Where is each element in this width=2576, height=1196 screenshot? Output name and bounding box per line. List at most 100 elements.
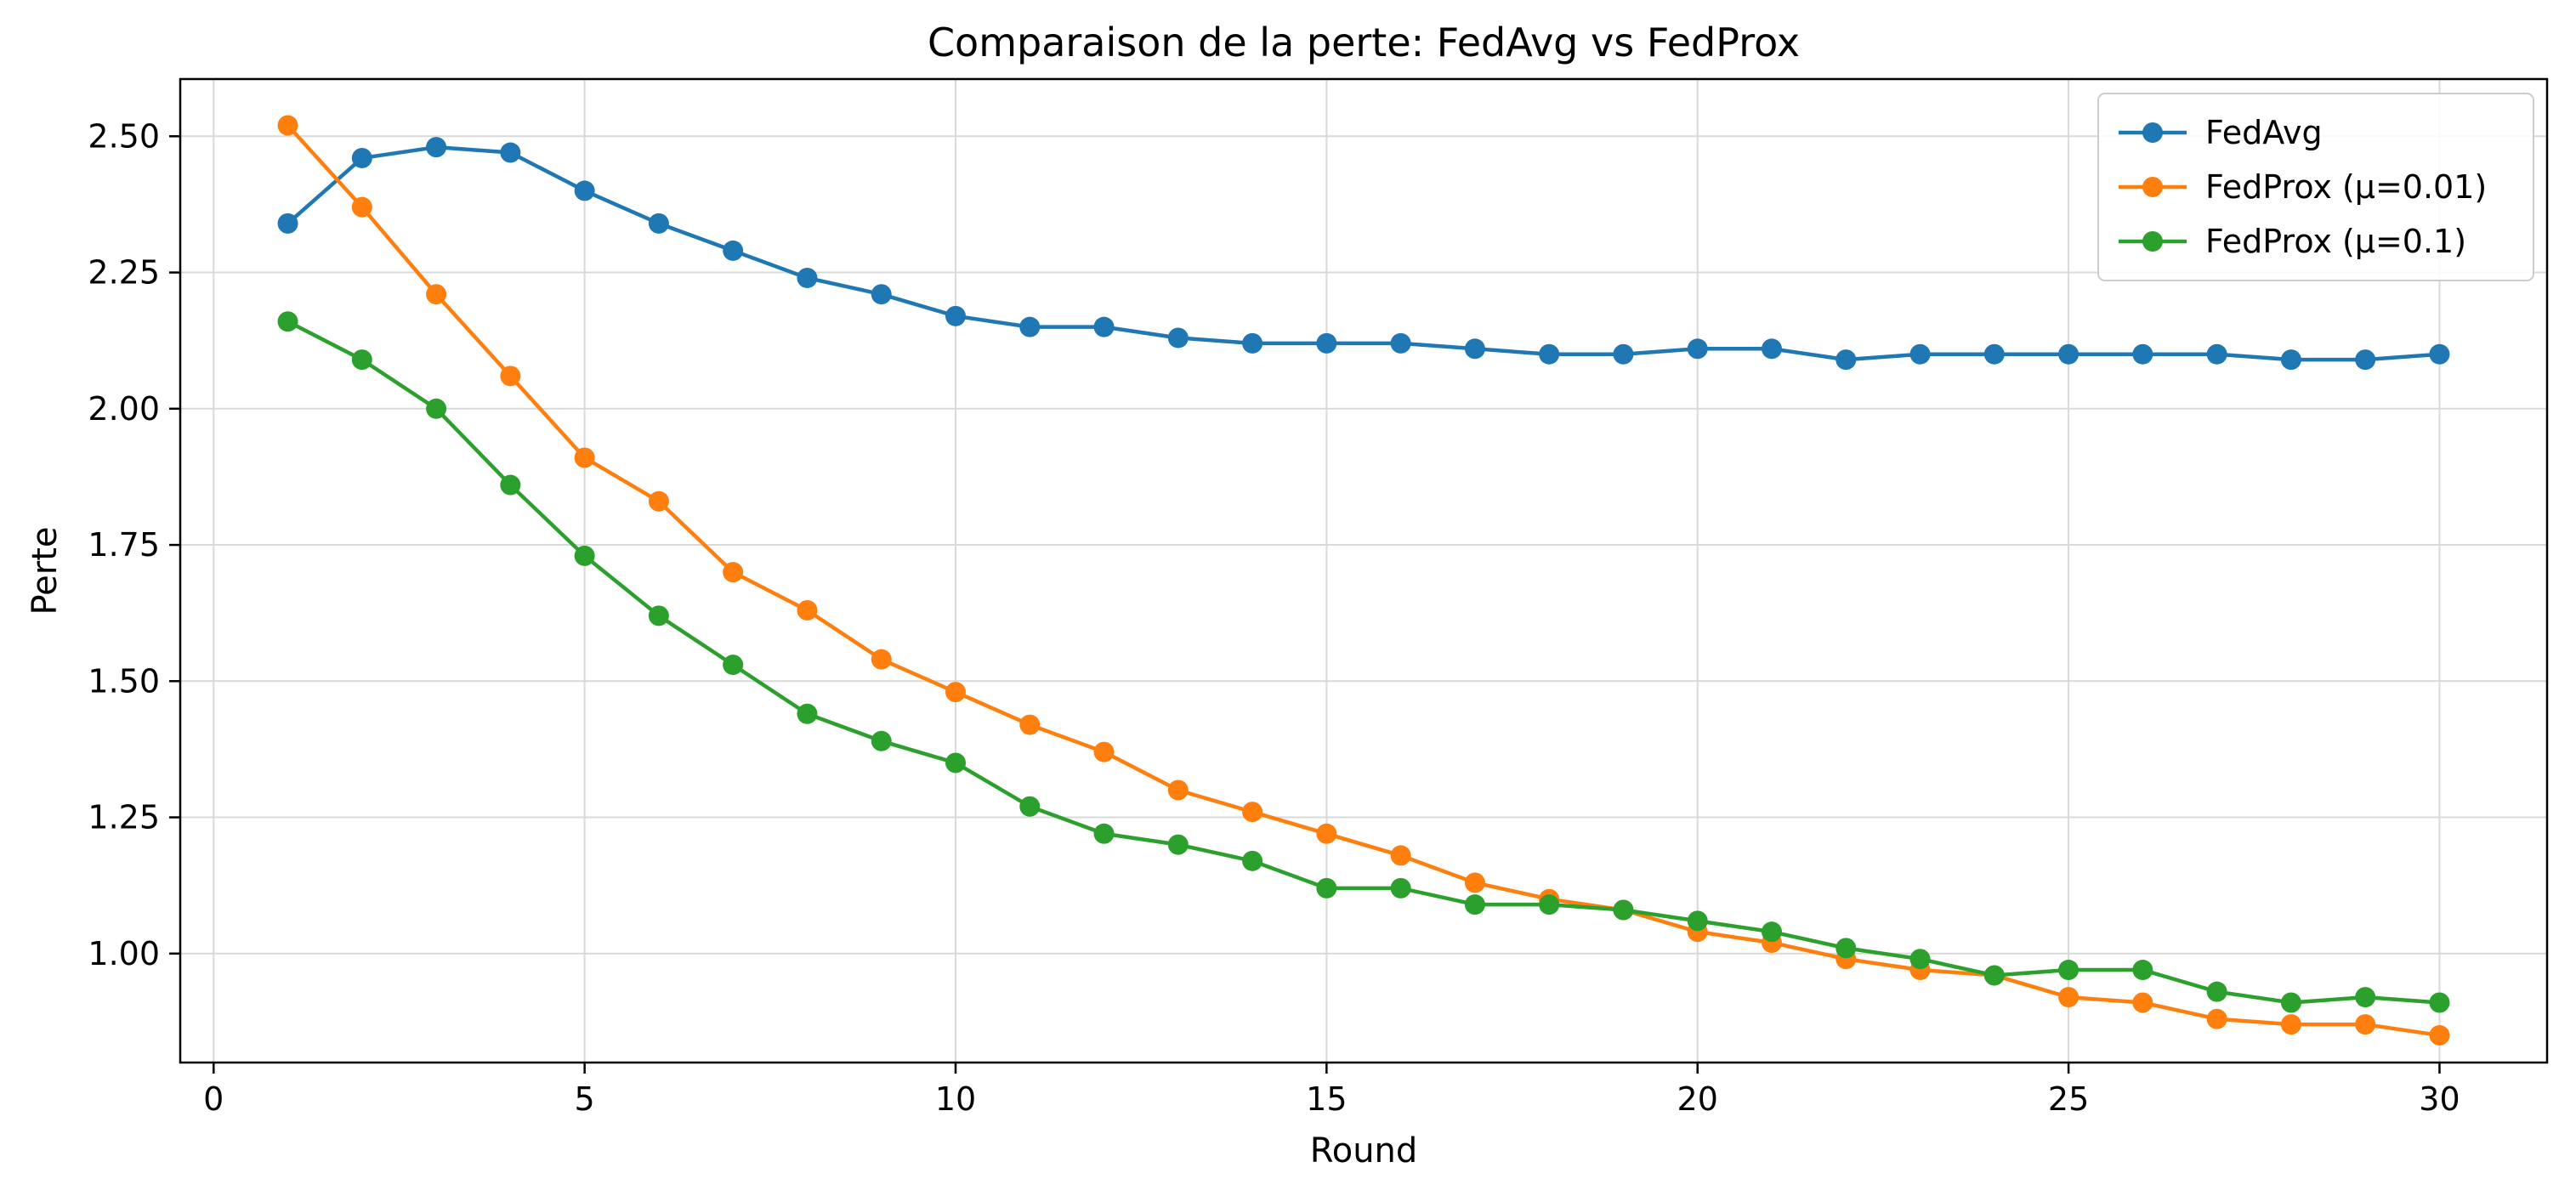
x-tick-label: 25	[2048, 1080, 2089, 1118]
x-axis-label: Round	[1310, 1131, 1418, 1170]
data-point	[945, 752, 966, 774]
data-point	[648, 605, 669, 626]
x-tick-label: 5	[575, 1080, 595, 1118]
data-point	[426, 137, 447, 158]
data-point	[1019, 714, 1041, 735]
data-point	[1316, 332, 1337, 354]
data-point	[2058, 343, 2080, 365]
chart-title: Comparaison de la perte: FedAvg vs FedPr…	[928, 20, 1800, 65]
data-point	[1167, 834, 1189, 855]
data-point	[277, 213, 298, 234]
data-point	[1836, 938, 1857, 959]
legend-marker	[2142, 122, 2163, 143]
data-point	[797, 599, 818, 621]
data-point	[2132, 992, 2153, 1013]
data-point	[2280, 1014, 2301, 1035]
data-point	[723, 562, 744, 583]
x-tick-label: 0	[203, 1080, 224, 1118]
data-point	[1019, 316, 1041, 337]
data-point	[1390, 877, 1411, 898]
data-point	[1983, 965, 2005, 986]
data-point	[1464, 338, 1485, 360]
data-point	[1167, 327, 1189, 349]
data-point	[648, 213, 669, 234]
data-point	[723, 655, 744, 676]
data-point	[1464, 872, 1485, 893]
data-point	[1539, 343, 1560, 365]
legend: FedAvg FedProx (μ=0.01) FedProx (μ=0.1)	[2097, 93, 2534, 281]
data-point	[1983, 343, 2005, 365]
data-point	[723, 240, 744, 261]
data-point	[2058, 960, 2080, 981]
legend-item: FedProx (μ=0.1)	[2119, 223, 2466, 260]
data-point	[648, 490, 669, 512]
data-point	[1762, 921, 1782, 943]
data-point	[1019, 796, 1041, 817]
legend-item: FedProx (μ=0.01)	[2119, 168, 2487, 206]
data-point	[871, 730, 892, 751]
series-layer	[277, 115, 2450, 1046]
series-line	[286, 123, 2440, 1038]
data-point	[2355, 349, 2376, 371]
y-tick-label: 1.00	[88, 935, 160, 972]
data-point	[574, 447, 595, 468]
y-tick-label: 2.25	[88, 254, 160, 292]
data-point	[277, 115, 298, 136]
data-point	[351, 196, 372, 218]
data-point	[1093, 741, 1115, 762]
data-point	[1613, 899, 1634, 921]
data-point	[500, 366, 521, 387]
axes-frame	[179, 77, 2549, 1064]
data-point	[351, 147, 372, 168]
data-point	[945, 305, 966, 326]
data-point	[2058, 987, 2080, 1008]
y-tick-label: 2.50	[88, 117, 160, 155]
x-tick-label: 30	[2419, 1080, 2460, 1118]
y-tick-label: 1.75	[88, 526, 160, 564]
data-point	[1316, 823, 1337, 844]
data-point	[1242, 850, 1263, 871]
data-point	[500, 142, 521, 163]
data-point	[1762, 338, 1782, 360]
legend-item: FedAvg	[2119, 114, 2323, 151]
data-point	[1093, 823, 1115, 844]
data-point	[2429, 992, 2450, 1013]
data-point	[1390, 845, 1411, 866]
data-point	[574, 180, 595, 201]
data-point	[1539, 894, 1560, 915]
data-point	[277, 311, 298, 332]
data-point	[1093, 316, 1115, 337]
data-point	[2355, 1014, 2376, 1035]
data-point	[426, 284, 447, 305]
data-point	[797, 703, 818, 724]
legend-marker	[2142, 177, 2163, 197]
data-point	[2132, 343, 2153, 365]
legend-label: FedAvg	[2205, 114, 2323, 151]
data-point	[1836, 349, 1857, 371]
data-point	[2355, 987, 2376, 1008]
data-point	[797, 267, 818, 288]
data-point	[1242, 802, 1263, 823]
data-point	[2280, 349, 2301, 371]
y-axis-label: Perte	[26, 526, 65, 615]
x-tick-label: 15	[1306, 1080, 1347, 1118]
legend-box	[2097, 93, 2534, 281]
data-point	[1316, 877, 1337, 898]
data-point	[1687, 338, 1708, 360]
data-point	[2132, 960, 2153, 981]
ticks: 0 5 10 15 20 25 30 1.00 1.25 1.50 1.75 2.00 2.25 2.50	[88, 117, 2460, 1118]
data-point	[1909, 343, 1931, 365]
legend-label: FedProx (μ=0.01)	[2205, 168, 2487, 206]
data-point	[2206, 343, 2227, 365]
data-point	[1687, 910, 1708, 932]
data-point	[2206, 981, 2227, 1002]
series-line	[287, 320, 2440, 1005]
data-point	[945, 682, 966, 703]
legend-marker	[2142, 231, 2163, 252]
x-tick-label: 20	[1677, 1080, 1718, 1118]
data-point	[871, 284, 892, 305]
data-point	[1390, 332, 1411, 354]
series-0	[277, 137, 2450, 371]
